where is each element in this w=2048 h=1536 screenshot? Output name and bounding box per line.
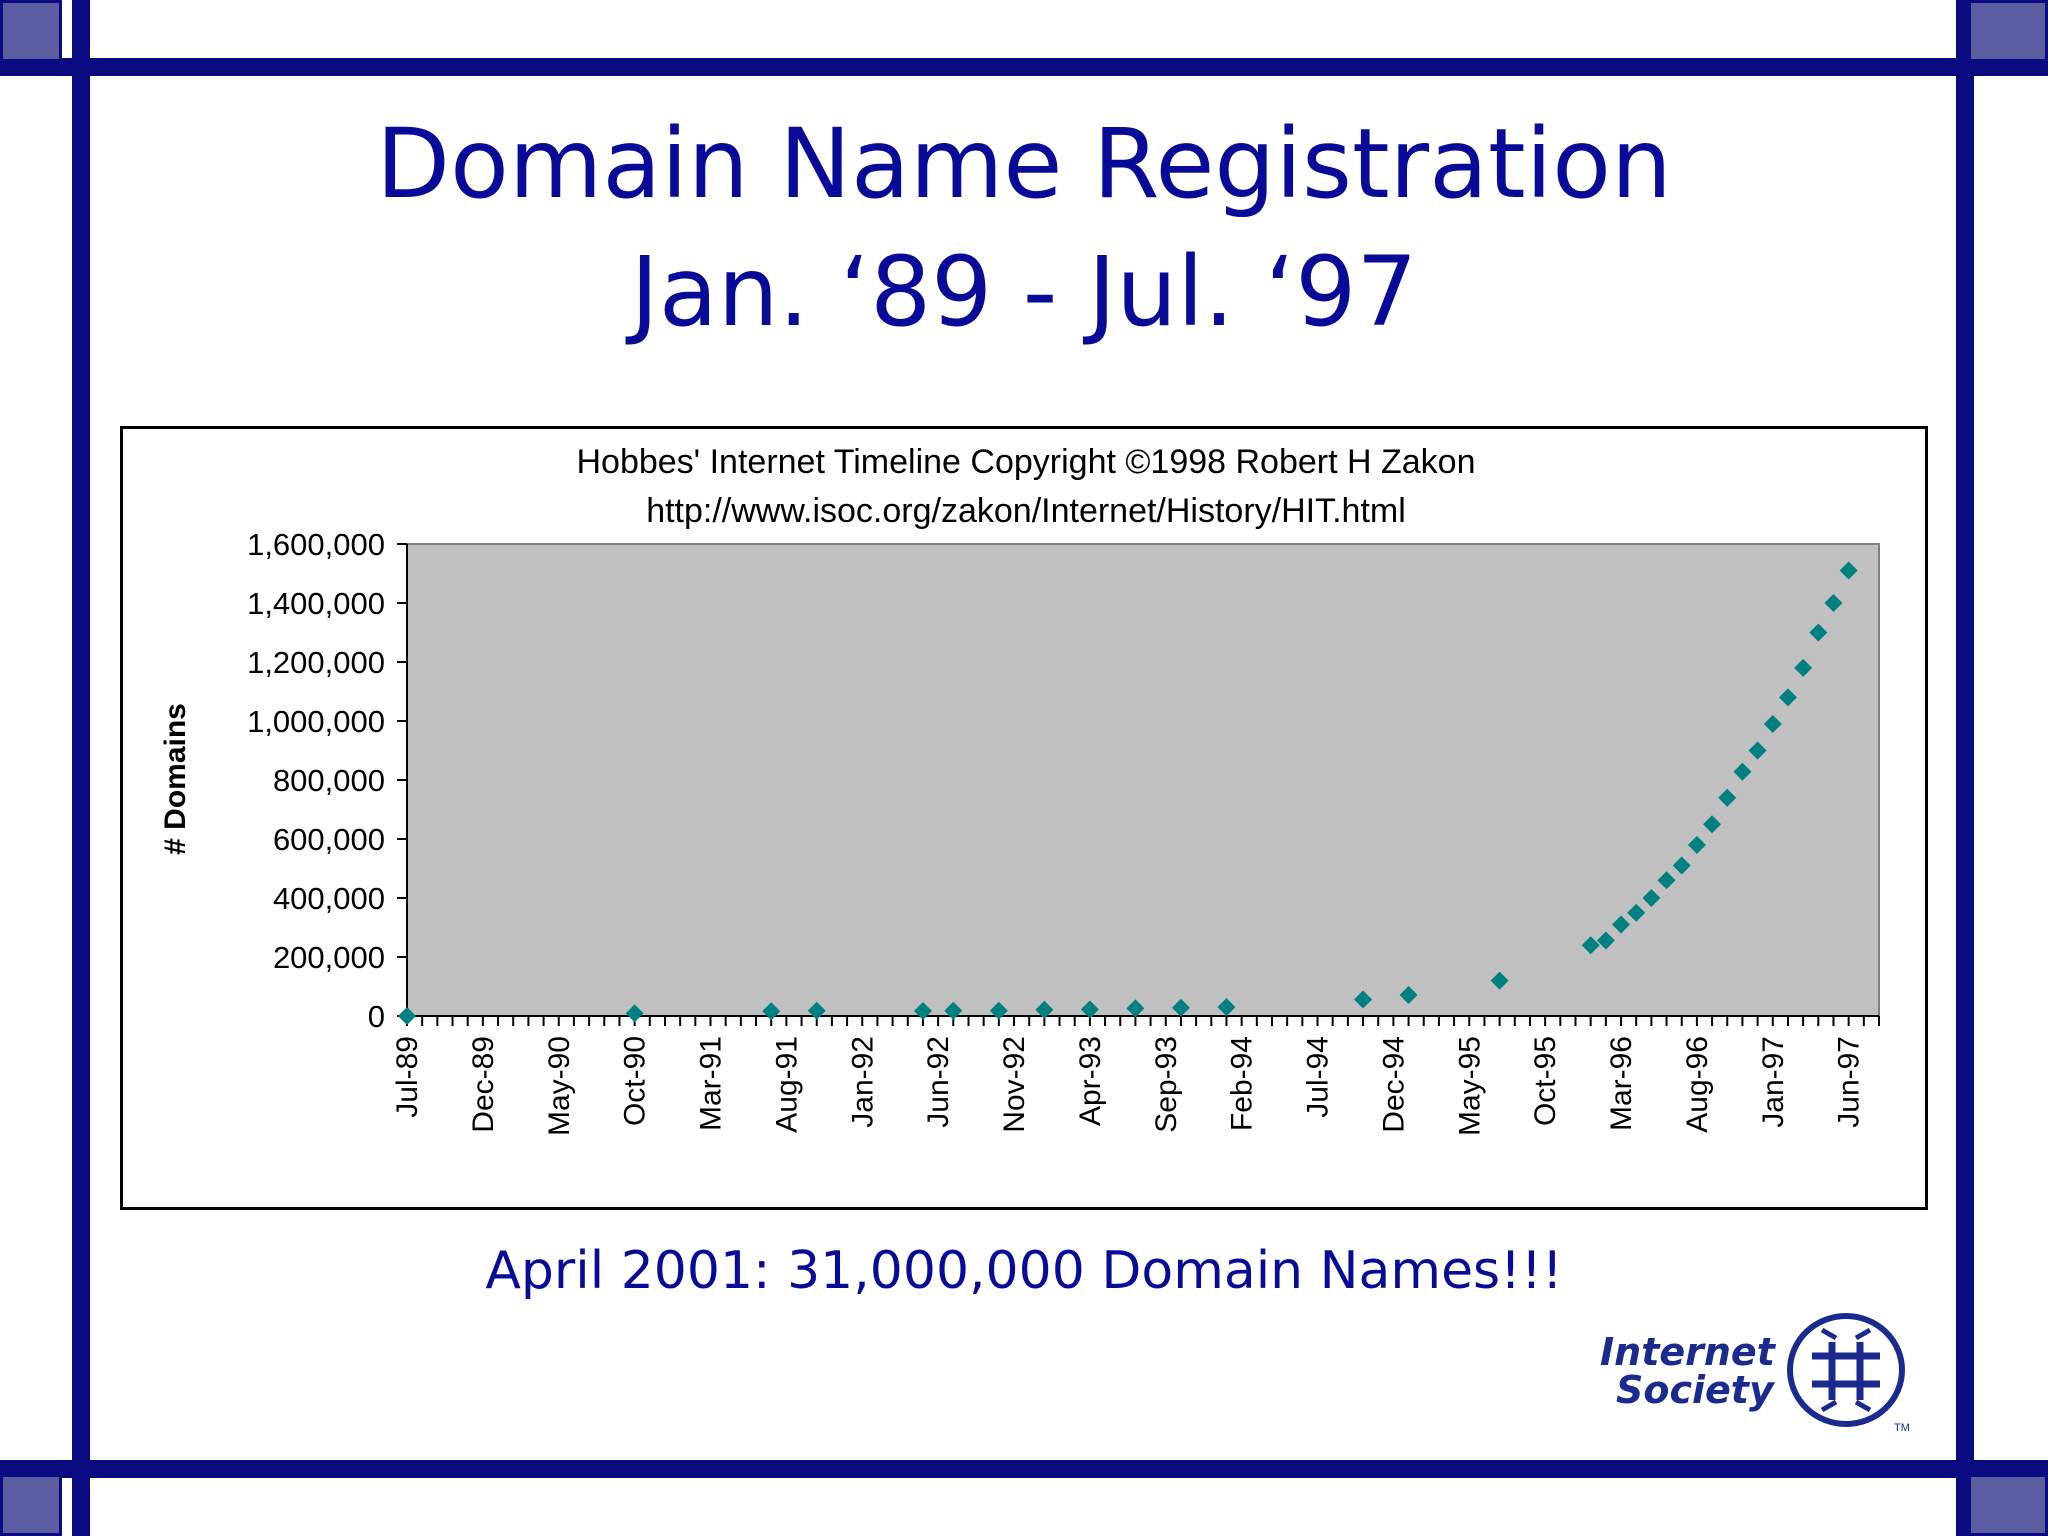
y-ticks-group: 0 200,000 400,000 600,000 800,000 1,000,000 1,… — [247, 527, 407, 1034]
data-point — [1703, 815, 1722, 834]
data-point — [944, 1001, 963, 1020]
data-point — [398, 1007, 416, 1025]
data-point — [807, 1001, 826, 1020]
data-point — [1809, 623, 1828, 642]
x-tick-label: May-90 — [543, 1036, 576, 1136]
frame-corner-bottom-left — [0, 1474, 62, 1536]
frame-corner-bottom-right — [1968, 1474, 2048, 1536]
y-tick-label: 200,000 — [273, 940, 385, 975]
logo-text-line2: Society — [1616, 1368, 1774, 1412]
chart-title: Hobbes' Internet Timeline Copyright ©199… — [576, 443, 1475, 481]
chart-subtitle: http://www.isoc.org/zakon/Internet/Histo… — [646, 492, 1406, 530]
data-point — [625, 1004, 644, 1023]
y-tick-label: 600,000 — [273, 822, 385, 857]
x-tick-label: Aug-91 — [770, 1036, 803, 1133]
data-point — [989, 1001, 1008, 1020]
frame-corner-top-right — [1968, 0, 2048, 62]
data-point — [1217, 998, 1236, 1017]
x-tick-label: Mar-91 — [695, 1036, 728, 1131]
slide-caption: April 2001: 31,000,000 Domain Names!!! — [485, 1241, 1563, 1301]
slide-title: Domain Name Registration Jan. ‘89 - Jul.… — [0, 100, 2048, 356]
slide-title-line1: Domain Name Registration — [376, 108, 1672, 220]
x-tick-label: Jul-89 — [391, 1036, 424, 1118]
x-tick-label: Jun-92 — [922, 1036, 955, 1128]
internet-society-logo: Internet Society TM — [1598, 1306, 1928, 1438]
x-tick-label: Oct-95 — [1529, 1036, 1562, 1126]
y-tick-label: 0 — [368, 999, 385, 1034]
frame-right-bar — [1956, 0, 1974, 1536]
x-tick-label: Feb-94 — [1226, 1036, 1259, 1131]
x-tick-label: Apr-93 — [1074, 1036, 1107, 1126]
x-tick-label: Aug-96 — [1681, 1036, 1714, 1133]
data-point — [913, 1001, 932, 1020]
chart-container: Hobbes' Internet Timeline Copyright ©199… — [120, 426, 1928, 1210]
data-point — [1672, 856, 1691, 875]
data-point — [1839, 561, 1858, 580]
frame-bottom-bar — [0, 1460, 2048, 1478]
x-ticks-group: Jul-89 Dec-89 May-90 Oct-90 Mar-91 Aug-91 Jan-… — [391, 1016, 1880, 1136]
y-tick-label: 400,000 — [273, 881, 385, 916]
y-tick-label: 1,000,000 — [247, 704, 385, 739]
logo-text-line1: Internet — [1600, 1330, 1775, 1374]
data-point — [1627, 903, 1646, 922]
data-point — [1612, 915, 1631, 934]
data-point — [1794, 658, 1813, 677]
domain-registration-chart: Hobbes' Internet Timeline Copyright ©199… — [159, 443, 1880, 1136]
x-tick-label: Jan-92 — [846, 1036, 879, 1128]
x-tick-label: Nov-92 — [998, 1036, 1031, 1133]
data-point — [1490, 971, 1509, 990]
data-point — [1354, 990, 1373, 1009]
x-tick-label: Mar-96 — [1605, 1036, 1638, 1131]
x-tick-label: Jan-97 — [1757, 1036, 1790, 1128]
logo-trademark: TM — [1894, 1422, 1910, 1434]
frame-top-bar — [0, 58, 2048, 76]
y-tick-label: 1,200,000 — [247, 645, 385, 680]
data-point — [1687, 835, 1706, 854]
data-point — [1718, 788, 1737, 807]
x-tick-label: Jul-94 — [1302, 1036, 1335, 1118]
x-tick-label: Sep-93 — [1150, 1036, 1183, 1133]
isoc-globe-icon — [1787, 1313, 1905, 1427]
data-point — [1642, 889, 1661, 907]
data-point — [1824, 594, 1843, 612]
x-tick-label: May-95 — [1453, 1036, 1486, 1136]
y-tick-label: 1,600,000 — [247, 527, 385, 562]
data-point — [762, 1002, 781, 1021]
data-point — [1171, 998, 1190, 1017]
data-point — [1035, 1000, 1054, 1019]
frame-corner-top-left — [0, 0, 62, 62]
frame-left-bar — [72, 0, 90, 1536]
data-point — [1657, 871, 1676, 890]
data-point — [1399, 986, 1418, 1005]
x-tick-label: Oct-90 — [619, 1036, 652, 1126]
data-point — [1748, 741, 1767, 760]
y-axis-label: # Domains — [159, 703, 192, 855]
data-point — [1581, 936, 1600, 955]
plot-area — [406, 543, 1880, 1017]
x-tick-label: Jun-97 — [1833, 1036, 1866, 1128]
slide-title-line2: Jan. ‘89 - Jul. ‘97 — [630, 236, 1418, 348]
y-tick-label: 1,400,000 — [247, 586, 385, 621]
x-tick-label: Dec-89 — [467, 1036, 500, 1133]
data-point — [1733, 762, 1752, 781]
data-point — [1778, 688, 1797, 707]
data-point — [1126, 999, 1145, 1018]
data-point — [1080, 1000, 1099, 1019]
x-tick-label: Dec-94 — [1377, 1036, 1410, 1133]
y-tick-label: 800,000 — [273, 763, 385, 798]
data-points-group — [398, 561, 1858, 1025]
data-point — [1763, 714, 1782, 733]
data-point — [1596, 931, 1615, 950]
